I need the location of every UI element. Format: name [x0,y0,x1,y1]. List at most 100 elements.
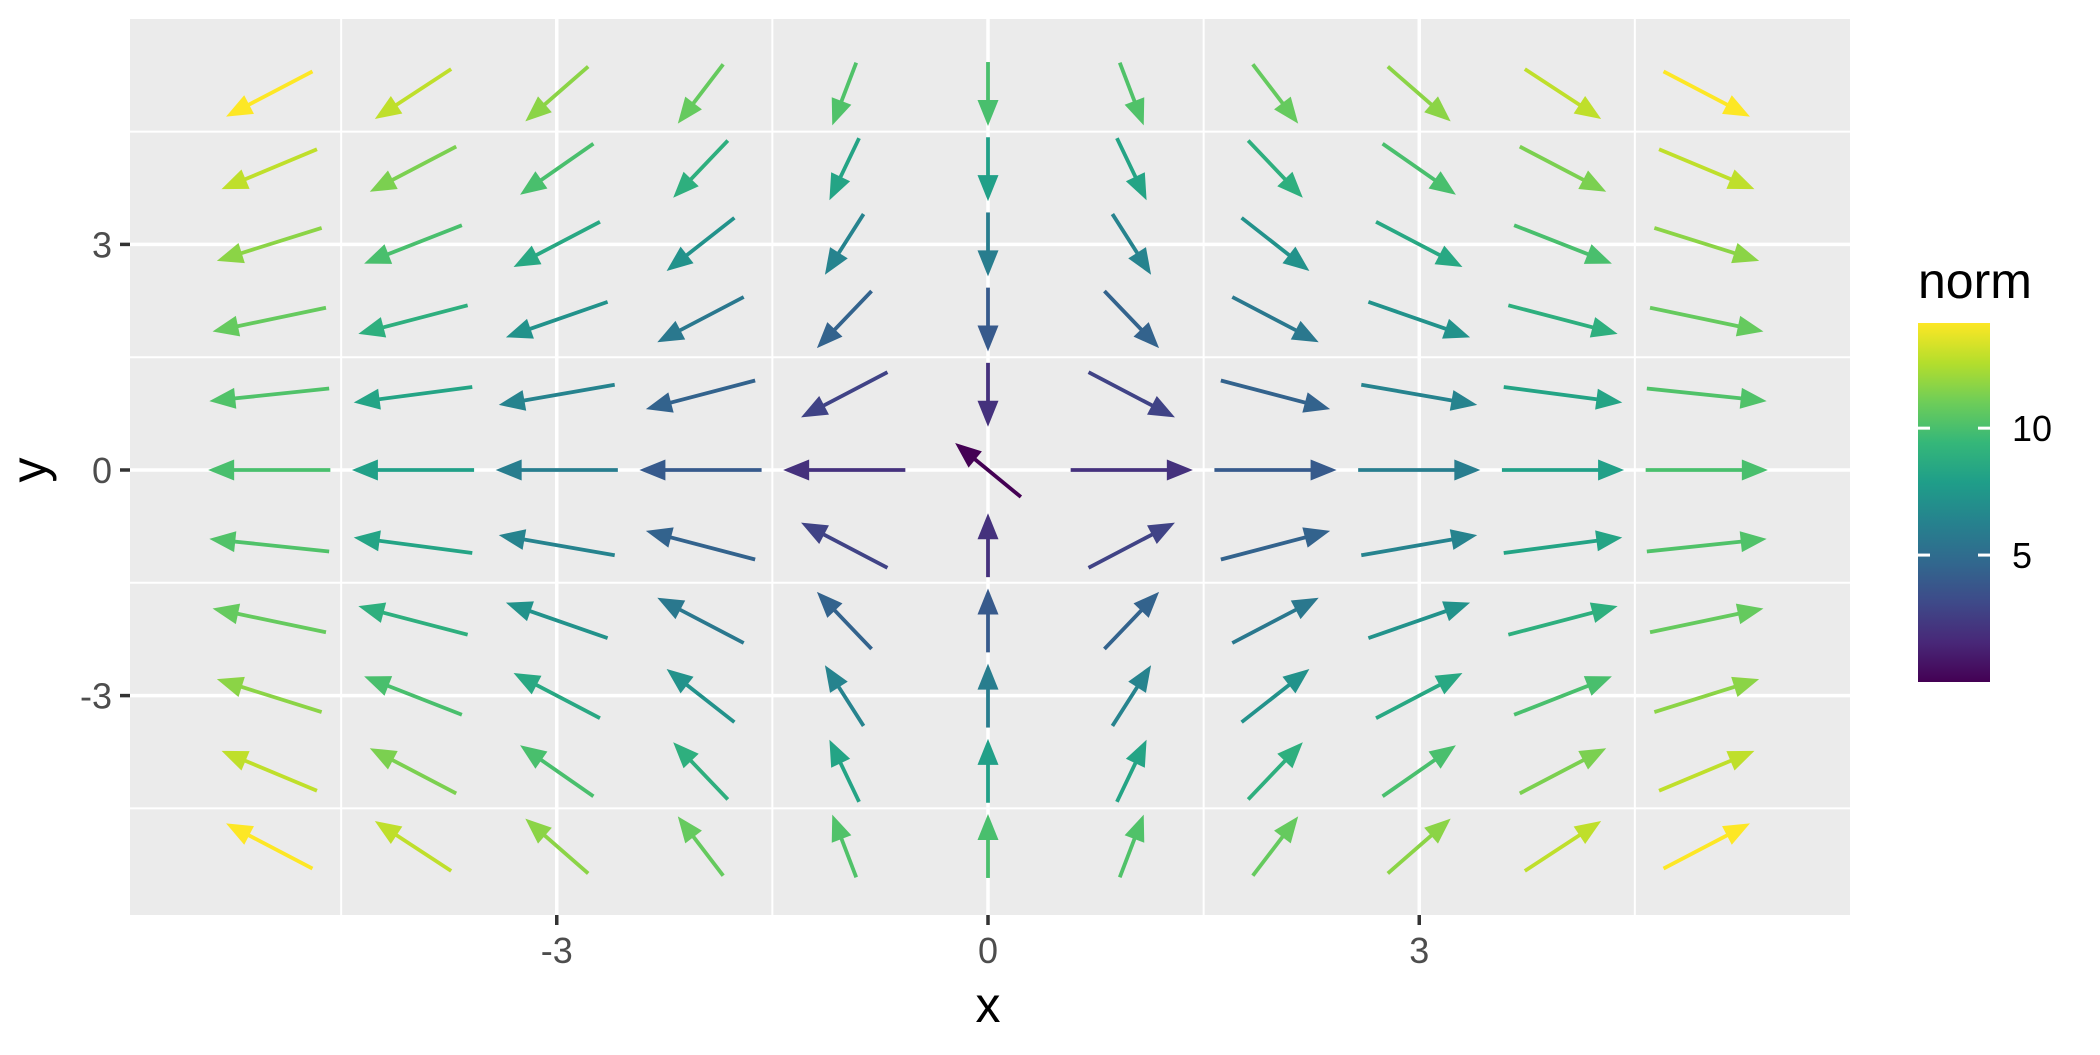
vector-arrow [1658,147,1755,190]
vector-arrow [1246,742,1303,801]
vector-arrow [1653,676,1760,714]
vector-arrow [1103,289,1160,349]
vector-arrow [1375,220,1463,267]
vector-arrow [1653,226,1760,264]
vector-arrow [677,63,725,124]
vector-arrow [1367,601,1471,640]
vector-arrow [977,663,999,728]
vector-arrow [1503,385,1623,410]
vector-arrow [639,459,762,481]
vector-arrow [1367,300,1471,339]
vector-arrow [1381,745,1456,798]
vector-arrow [977,814,999,878]
vector-arrow [1649,305,1764,337]
vector-arrow [353,530,473,555]
vector-arrow [816,289,873,349]
x-axis-title: x [976,977,1001,1033]
vector-arrow [1251,63,1299,124]
vector-arrow [645,378,756,413]
vector-arrow [977,287,999,352]
vector-arrow [505,601,609,640]
vector-arrow [657,597,745,645]
vector-arrow [1214,459,1337,481]
vector-arrow [1117,61,1145,126]
vector-arrow [505,300,609,339]
vector-arrow [520,142,595,195]
vector-arrow [1360,382,1478,411]
vector-arrow [1358,459,1481,481]
vector-arrow [1646,386,1767,409]
vector-arrow [666,669,736,724]
vector-arrow [824,665,866,727]
vector-arrow [1513,676,1612,717]
vector-arrow [824,213,866,275]
vector-arrow [1070,459,1193,481]
vector-arrow [1231,597,1319,645]
vector-arrow [525,818,590,875]
vector-arrow [977,513,999,578]
vector-arrow [520,745,595,798]
vector-arrow [955,443,1023,499]
vector-arrow [369,748,458,796]
vector-arrow [513,220,601,267]
vector-arrow [1115,739,1147,803]
vector-arrow [498,529,616,558]
vector-arrow [801,522,889,570]
legend-title: norm [1918,253,2032,309]
vector-arrow [525,65,590,122]
vector-arrow [358,602,469,637]
vector-arrow [1220,378,1331,413]
vector-arrow [1381,142,1456,195]
vector-arrow [216,226,323,264]
colorbar-gradient [1918,323,1990,682]
vector-arrow [1503,530,1623,555]
vector-arrow [977,738,999,803]
vector-arrow [831,814,859,879]
vector-arrow [1507,602,1618,637]
x-tick-label: -3 [541,930,573,971]
vector-arrow [374,821,453,873]
vector-arrow [673,742,730,801]
vector-arrow [1501,459,1625,481]
vector-arrow [1240,216,1310,271]
vector-arrow [1220,527,1331,562]
vector-arrow [221,750,318,793]
vector-arrow [677,816,725,877]
vector-arrow [673,139,730,198]
colorbar-tick-label: 10 [2012,408,2052,449]
vector-arrow [1518,144,1607,192]
vector-arrow [1658,750,1755,793]
vector-arrow [1110,213,1152,275]
vector-arrow [801,370,889,418]
vector-arrow [977,212,999,277]
vector-arrow [977,62,999,126]
vector-arrow [1251,816,1299,877]
vector-arrow [226,823,314,871]
vector-arrow [657,295,745,343]
vector-arrow [1662,69,1750,117]
vector-arrow [1360,529,1478,558]
vector-arrow [369,144,458,192]
vector-arrow [1662,823,1750,871]
vector-arrow [1110,665,1152,727]
vector-arrow [358,303,469,338]
vector-arrow [977,362,999,427]
vector-arrow [1646,531,1767,554]
vector-arrow [1513,223,1612,264]
vector-arrow [374,67,453,119]
vector-arrow [1386,818,1451,875]
vector-arrow [645,527,756,562]
vector-arrow [226,69,314,117]
vector-arrow [1103,591,1160,651]
vector-arrow [498,382,616,411]
vector-arrow [816,591,873,651]
vector-arrows [208,61,1768,879]
axis-tick-marks [120,242,1421,925]
vector-arrow [364,223,463,264]
vector-arrow [209,386,330,409]
vector-arrow [1087,370,1175,418]
vector-arrow [1523,67,1602,119]
vector-arrow [216,676,323,714]
vector-arrow [1240,669,1310,724]
vector-arrow [829,739,861,803]
